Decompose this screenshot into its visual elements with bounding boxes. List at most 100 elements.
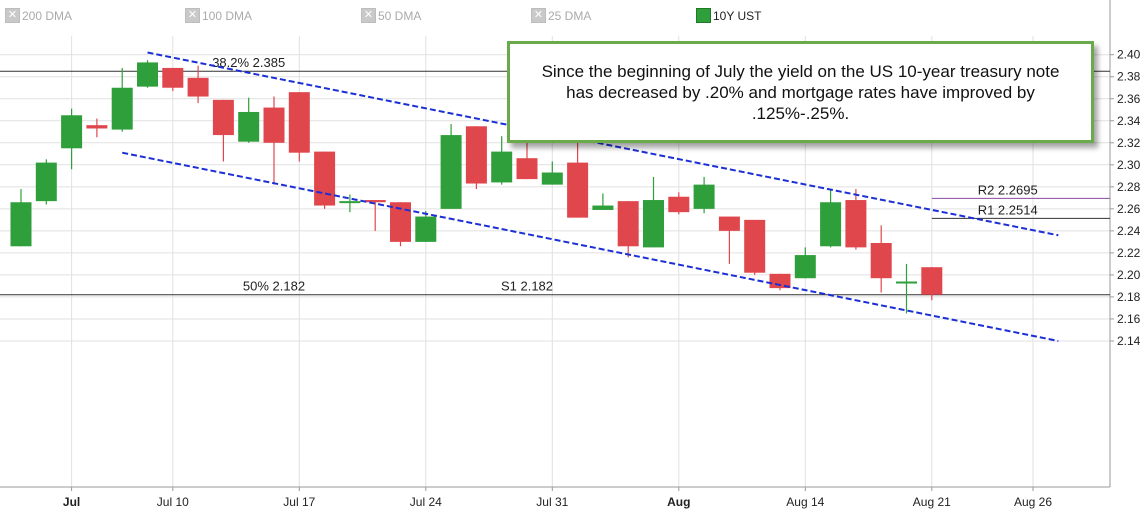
candle-body bbox=[390, 202, 411, 242]
candle bbox=[162, 67, 184, 92]
legend-item-200-dma[interactable]: ✕ 200 DMA bbox=[5, 8, 72, 23]
candle bbox=[718, 216, 740, 264]
candle-body bbox=[845, 200, 867, 248]
candle bbox=[592, 193, 614, 210]
candle bbox=[339, 194, 361, 213]
x-tick-label: Aug 21 bbox=[913, 495, 951, 509]
candle bbox=[491, 136, 513, 185]
y-tick-label: 2.26 bbox=[1117, 202, 1141, 216]
candle bbox=[440, 124, 462, 209]
candle bbox=[845, 189, 867, 250]
candle-body bbox=[162, 67, 184, 88]
candle bbox=[769, 273, 791, 291]
y-tick-label: 2.18 bbox=[1117, 290, 1141, 304]
level-label: R1 2.2514 bbox=[978, 202, 1038, 217]
legend-label: 100 DMA bbox=[202, 8, 253, 23]
unchecked-box-icon[interactable]: ✕ bbox=[531, 8, 546, 23]
candle-body bbox=[314, 151, 336, 206]
y-tick-label: 2.38 bbox=[1117, 70, 1141, 84]
level-label: 38.2% 2.385 bbox=[212, 55, 285, 70]
candle bbox=[896, 263, 917, 314]
candle bbox=[921, 267, 943, 301]
candle-body bbox=[541, 172, 563, 185]
level-label: R2 2.2695 bbox=[978, 182, 1038, 197]
candle-body bbox=[718, 216, 740, 231]
candle bbox=[212, 99, 234, 162]
candle-body bbox=[339, 201, 361, 204]
candle bbox=[86, 118, 108, 138]
candle-body bbox=[921, 267, 943, 295]
candle bbox=[314, 151, 336, 209]
candle-body bbox=[592, 205, 614, 210]
candle-body bbox=[693, 184, 715, 209]
candle bbox=[567, 141, 589, 218]
candle bbox=[794, 247, 816, 279]
candle bbox=[263, 96, 285, 185]
candle bbox=[870, 225, 892, 293]
candle bbox=[10, 189, 32, 247]
candle bbox=[187, 65, 209, 104]
x-tick-label: Jul 17 bbox=[283, 495, 315, 509]
candle-body bbox=[288, 92, 310, 153]
x-tick-label: Jul 31 bbox=[536, 495, 568, 509]
channel-lower-line bbox=[122, 151, 1059, 342]
y-tick-label: 2.28 bbox=[1117, 180, 1141, 194]
candle bbox=[288, 92, 310, 162]
callout-text: Since the beginning of July the yield on… bbox=[541, 61, 1060, 123]
legend-label: 50 DMA bbox=[378, 8, 422, 23]
level-label: 50% 2.182 bbox=[243, 279, 305, 294]
candle-body bbox=[769, 273, 791, 289]
candle-body bbox=[111, 87, 133, 130]
candle bbox=[238, 97, 260, 143]
legend-item-10y-ust[interactable]: 10Y UST bbox=[696, 8, 761, 23]
legend: ✕ 200 DMA ✕ 100 DMA ✕ 50 DMA ✕ 25 DMA 10… bbox=[0, 8, 1147, 26]
series-color-swatch[interactable] bbox=[696, 8, 711, 23]
x-tick-label: Aug 26 bbox=[1014, 495, 1052, 509]
candle bbox=[61, 108, 83, 170]
level-label: S1 2.182 bbox=[501, 279, 553, 294]
candle-body bbox=[440, 135, 462, 209]
candle bbox=[415, 211, 437, 242]
y-tick-label: 2.20 bbox=[1117, 268, 1141, 282]
y-tick-label: 2.16 bbox=[1117, 312, 1141, 326]
legend-item-25-dma[interactable]: ✕ 25 DMA bbox=[531, 8, 591, 23]
legend-label: 25 DMA bbox=[548, 8, 592, 23]
candle-body bbox=[61, 115, 83, 149]
candle-body bbox=[744, 219, 766, 273]
candle-body bbox=[516, 158, 538, 180]
unchecked-box-icon[interactable]: ✕ bbox=[185, 8, 200, 23]
candle bbox=[35, 159, 57, 205]
channel-upper-line bbox=[147, 51, 1059, 237]
candle bbox=[744, 219, 766, 275]
x-tick-label: Jul 24 bbox=[410, 495, 442, 509]
y-tick-label: 2.14 bbox=[1117, 334, 1141, 348]
legend-item-100-dma[interactable]: ✕ 100 DMA bbox=[185, 8, 252, 23]
unchecked-box-icon[interactable]: ✕ bbox=[5, 8, 20, 23]
candle bbox=[617, 201, 639, 258]
legend-label: 10Y UST bbox=[713, 8, 762, 23]
y-tick-label: 2.36 bbox=[1117, 92, 1141, 106]
candle-body bbox=[567, 162, 589, 218]
candle-body bbox=[465, 126, 487, 184]
y-tick-label: 2.24 bbox=[1117, 224, 1141, 238]
annotation-callout: Since the beginning of July the yield on… bbox=[507, 41, 1094, 143]
y-tick-label: 2.40 bbox=[1117, 48, 1141, 62]
candle bbox=[820, 189, 842, 248]
candle bbox=[643, 176, 664, 248]
candle-body bbox=[238, 111, 260, 142]
candle-body bbox=[187, 77, 209, 97]
y-tick-label: 2.22 bbox=[1117, 246, 1141, 260]
x-tick-label: Jul 10 bbox=[157, 495, 189, 509]
candle bbox=[465, 126, 487, 190]
legend-item-50-dma[interactable]: ✕ 50 DMA bbox=[361, 8, 421, 23]
trend-channel bbox=[122, 51, 1059, 342]
candle-body bbox=[415, 216, 437, 242]
candle-body bbox=[617, 201, 639, 247]
candle-body bbox=[86, 125, 108, 129]
candle bbox=[693, 176, 715, 214]
candle-body bbox=[491, 151, 513, 183]
candle bbox=[137, 60, 158, 88]
unchecked-box-icon[interactable]: ✕ bbox=[361, 8, 376, 23]
candle-body bbox=[643, 200, 664, 248]
